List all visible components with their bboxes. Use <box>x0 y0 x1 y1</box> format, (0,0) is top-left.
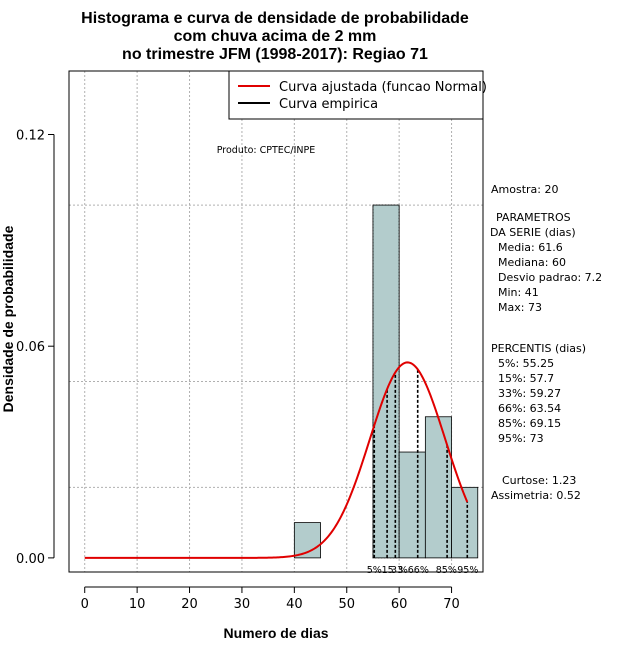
chart-title-line-1: Histograma e curva de densidade de proba… <box>81 10 469 27</box>
fitted-normal-curve <box>84 361 469 559</box>
histogram-bars <box>293 204 479 559</box>
percentile-axis-label: 95% <box>457 565 478 576</box>
percentile-axis-label: 5% <box>367 565 382 576</box>
x-tick-label: 10 <box>129 597 146 612</box>
fitted-curve <box>84 361 469 559</box>
legend-box <box>228 70 484 120</box>
kurtosis: Curtose: 1.23 <box>502 474 576 487</box>
chart-title-line-2: com chuva acima de 2 mm <box>174 28 377 45</box>
x-tick-label: 50 <box>338 597 355 612</box>
legend-empirical-label: Curva empirica <box>279 97 378 112</box>
percentile-95: 95%: 73 <box>498 432 544 445</box>
y-axis-label: Densidade de probabilidade <box>0 225 16 412</box>
percentile-33: 33%: 59.27 <box>498 387 561 400</box>
x-tick-label: 40 <box>286 597 303 612</box>
parameters-title: PARAMETROS <box>496 211 571 224</box>
statistics-panel: Amostra: 20 PARAMETROS DA SERIE (dias) M… <box>490 183 602 502</box>
histogram-bar <box>451 486 479 559</box>
skewness: Assimetria: 0.52 <box>491 489 581 502</box>
x-tick-label: 70 <box>443 597 460 612</box>
percentile-axis-label: %66% <box>399 565 429 576</box>
percentiles-title: PERCENTIS (dias) <box>491 342 586 355</box>
product-annotation: Produto: CPTEC/INPE <box>217 145 316 156</box>
x-tick-label: 60 <box>391 597 408 612</box>
x-tick-label: 30 <box>234 597 251 612</box>
percentile-axis-label: 33 <box>391 565 403 576</box>
percentile-66: 66%: 63.54 <box>498 402 561 415</box>
percentile-axis-label: 15 <box>382 565 394 576</box>
param-min: Min: 41 <box>498 286 539 299</box>
percentile-axis-label: 85% <box>436 565 457 576</box>
histogram-bar <box>398 451 426 559</box>
y-tick-label: 0.06 <box>16 340 45 355</box>
percentile-5: 5%: 55.25 <box>498 357 554 370</box>
axes: 0 10 20 30 40 50 60 70 0.00 0.06 0.12 <box>16 129 460 612</box>
param-median: Mediana: 60 <box>498 256 566 269</box>
legend: Curva ajustada (funcao Normal) Curva emp… <box>228 70 487 120</box>
parameters-subtitle: DA SERIE (dias) <box>490 226 576 239</box>
y-tick-label: 0.12 <box>16 129 45 144</box>
legend-fitted-label: Curva ajustada (funcao Normal) <box>279 80 487 95</box>
percentile-15: 15%: 57.7 <box>498 372 554 385</box>
param-mean: Media: 61.6 <box>498 241 563 254</box>
param-stddev: Desvio padrao: 7.2 <box>498 271 602 284</box>
chart-title-line-3: no trimestre JFM (1998-2017): Regiao 71 <box>122 46 428 63</box>
param-max: Max: 73 <box>498 301 542 314</box>
x-tick-label: 20 <box>181 597 198 612</box>
sample-size: Amostra: 20 <box>491 183 558 196</box>
percentile-85: 85%: 69.15 <box>498 417 561 430</box>
x-axis-label: Numero de dias <box>223 625 328 641</box>
x-tick-label: 0 <box>81 597 89 612</box>
y-tick-label: 0.00 <box>16 552 45 567</box>
